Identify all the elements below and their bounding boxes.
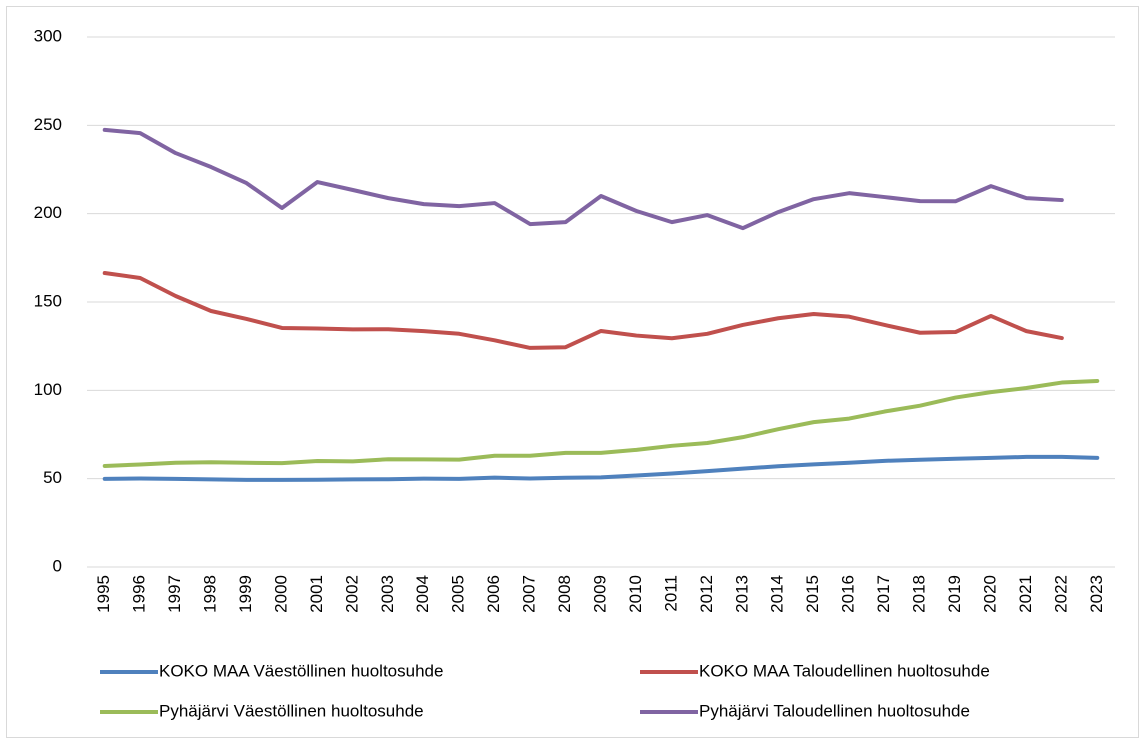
x-tick-label: 2020 bbox=[980, 575, 999, 613]
x-tick-label: 1997 bbox=[165, 575, 184, 613]
x-tick-label: 2017 bbox=[874, 575, 893, 613]
x-tick-label: 2000 bbox=[271, 575, 290, 613]
x-tick-label: 2009 bbox=[590, 575, 609, 613]
series-line bbox=[102, 127, 1064, 231]
legend-label: KOKO MAA Väestöllinen huoltosuhde bbox=[159, 661, 443, 680]
x-tick-label: 1996 bbox=[130, 575, 149, 613]
x-tick-label: 2003 bbox=[378, 575, 397, 613]
x-tick-label: 2002 bbox=[342, 575, 361, 613]
y-tick-label: 300 bbox=[34, 26, 62, 45]
x-tick-label: 2007 bbox=[520, 575, 539, 613]
legend-label: Pyhäjärvi Väestöllinen huoltosuhde bbox=[159, 701, 424, 720]
y-tick-label: 150 bbox=[34, 291, 62, 310]
series-line bbox=[102, 271, 1064, 350]
y-tick-label: 50 bbox=[43, 468, 62, 487]
x-tick-label: 2013 bbox=[732, 575, 751, 613]
y-tick-label: 100 bbox=[34, 380, 62, 399]
x-tick-label: 2011 bbox=[661, 575, 680, 612]
x-tick-label: 2022 bbox=[1051, 575, 1070, 613]
series-line bbox=[102, 378, 1100, 468]
chart-frame bbox=[6, 6, 1139, 738]
x-tick-label: 2006 bbox=[484, 575, 503, 613]
x-tick-label: 2015 bbox=[803, 575, 822, 613]
x-tick-label: 1995 bbox=[94, 575, 113, 613]
x-tick-label: 1999 bbox=[236, 575, 255, 613]
x-tick-label: 2004 bbox=[413, 575, 432, 613]
x-tick-label: 2012 bbox=[697, 575, 716, 613]
x-tick-label: 2016 bbox=[839, 575, 858, 613]
legend-label: Pyhäjärvi Taloudellinen huoltosuhde bbox=[699, 701, 970, 720]
y-tick-label: 200 bbox=[34, 203, 62, 222]
x-tick-label: 2008 bbox=[555, 575, 574, 613]
series-line bbox=[102, 454, 1100, 482]
x-tick-label: 2001 bbox=[307, 575, 326, 613]
legend-label: KOKO MAA Taloudellinen huoltosuhde bbox=[699, 661, 990, 680]
y-tick-label: 0 bbox=[53, 556, 62, 575]
x-tick-label: 2014 bbox=[768, 575, 787, 613]
x-tick-label: 2018 bbox=[910, 575, 929, 613]
x-tick-label: 2019 bbox=[945, 575, 964, 613]
x-tick-label: 2005 bbox=[449, 575, 468, 613]
x-tick-label: 2010 bbox=[626, 575, 645, 613]
x-tick-label: 1998 bbox=[201, 575, 220, 613]
x-tick-label: 2023 bbox=[1087, 575, 1106, 613]
x-tick-label: 2021 bbox=[1016, 575, 1035, 613]
y-tick-label: 250 bbox=[34, 115, 62, 134]
